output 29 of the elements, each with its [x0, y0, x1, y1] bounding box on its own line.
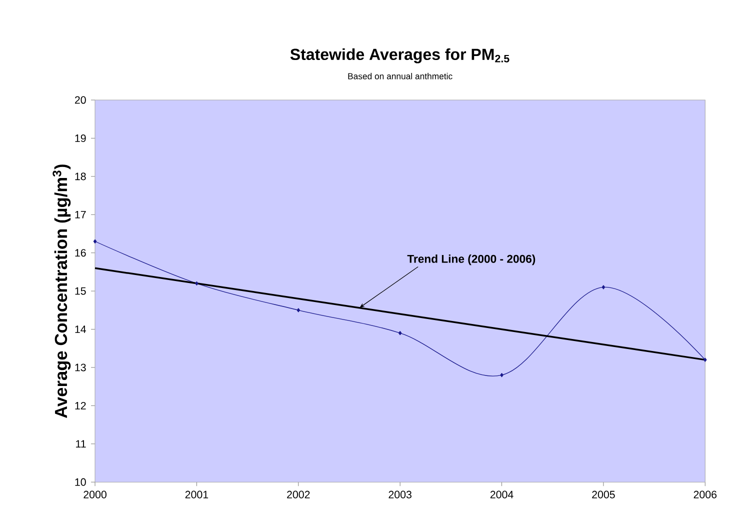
point	[296, 308, 300, 312]
y-tick-label: 20	[74, 96, 86, 104]
point	[500, 372, 504, 378]
y-tick-label: 18	[75, 172, 86, 180]
x-tick-label: 2000	[84, 490, 106, 498]
y-tick-label: 10	[75, 478, 86, 486]
chart-subtitle: Based on annual anthmetic	[348, 72, 452, 80]
y-tick-label: 19	[75, 134, 86, 142]
annotation: Trend Line (2000 - 2006)	[407, 254, 536, 266]
point	[93, 239, 97, 244]
y-tick-label: 16	[75, 249, 86, 257]
chart-title: Statewide Averages for PM$_{2.5}$	[290, 48, 510, 64]
y-tick-label: 12	[75, 402, 86, 410]
point	[704, 358, 707, 362]
y-tick-label: 13	[75, 364, 86, 372]
x-tick-label: 2005	[592, 490, 615, 498]
x-tick-label: 2001	[185, 490, 208, 498]
x-tick-label: 2002	[287, 490, 310, 498]
point	[195, 281, 198, 286]
x-tick-label: 2004	[490, 490, 514, 498]
point	[398, 330, 402, 336]
x-tick-label: 2006	[694, 490, 717, 498]
y-tick-label: 11	[76, 440, 86, 448]
y-tick-label: 14	[75, 326, 86, 333]
y-tick-label: 15	[75, 287, 86, 295]
x-tick-label: 2003	[388, 490, 412, 498]
y-axis-title: Average Concentration (µg/m$^{3}$)	[52, 164, 71, 418]
point	[602, 285, 606, 290]
y-tick-label: 17	[75, 210, 86, 218]
